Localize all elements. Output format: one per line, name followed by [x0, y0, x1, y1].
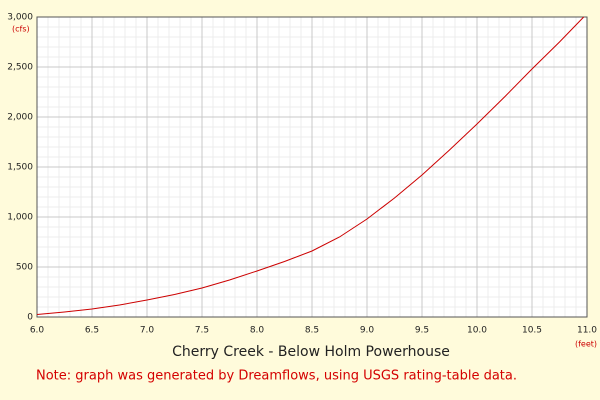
y-tick-label: 2,500 — [7, 63, 33, 73]
chart-title: Cherry Creek - Below Holm Powerhouse — [172, 344, 450, 360]
x-tick-label: 7.0 — [140, 326, 155, 336]
y-tick-label: 1,000 — [7, 213, 33, 223]
y-tick-label: 3,000 — [7, 13, 33, 23]
x-tick-label: 9.5 — [415, 326, 429, 336]
y-unit: (cfs) — [12, 25, 30, 34]
x-tick-label: 9.0 — [360, 326, 375, 336]
y-tick-label: 0 — [27, 313, 33, 323]
x-tick-label: 11.0 — [577, 326, 597, 336]
y-tick-label: 1,500 — [7, 163, 33, 173]
x-tick-label: 8.5 — [305, 326, 319, 336]
x-tick-label: 10.5 — [522, 326, 542, 336]
plot-frame — [36, 16, 588, 318]
y-tick-label: 2,000 — [7, 113, 33, 123]
x-tick-label: 6.5 — [85, 326, 99, 336]
x-tick-label: 6.0 — [30, 326, 45, 336]
x-unit: (feet) — [575, 340, 597, 349]
note: Note: graph was generated by Dreamflows,… — [36, 369, 517, 384]
x-tick-label: 7.5 — [195, 326, 209, 336]
x-tick-label: 8.0 — [250, 326, 265, 336]
line — [36, 16, 585, 315]
y-tick-label: 500 — [16, 263, 33, 273]
x-tick-label: 10.0 — [467, 326, 487, 336]
